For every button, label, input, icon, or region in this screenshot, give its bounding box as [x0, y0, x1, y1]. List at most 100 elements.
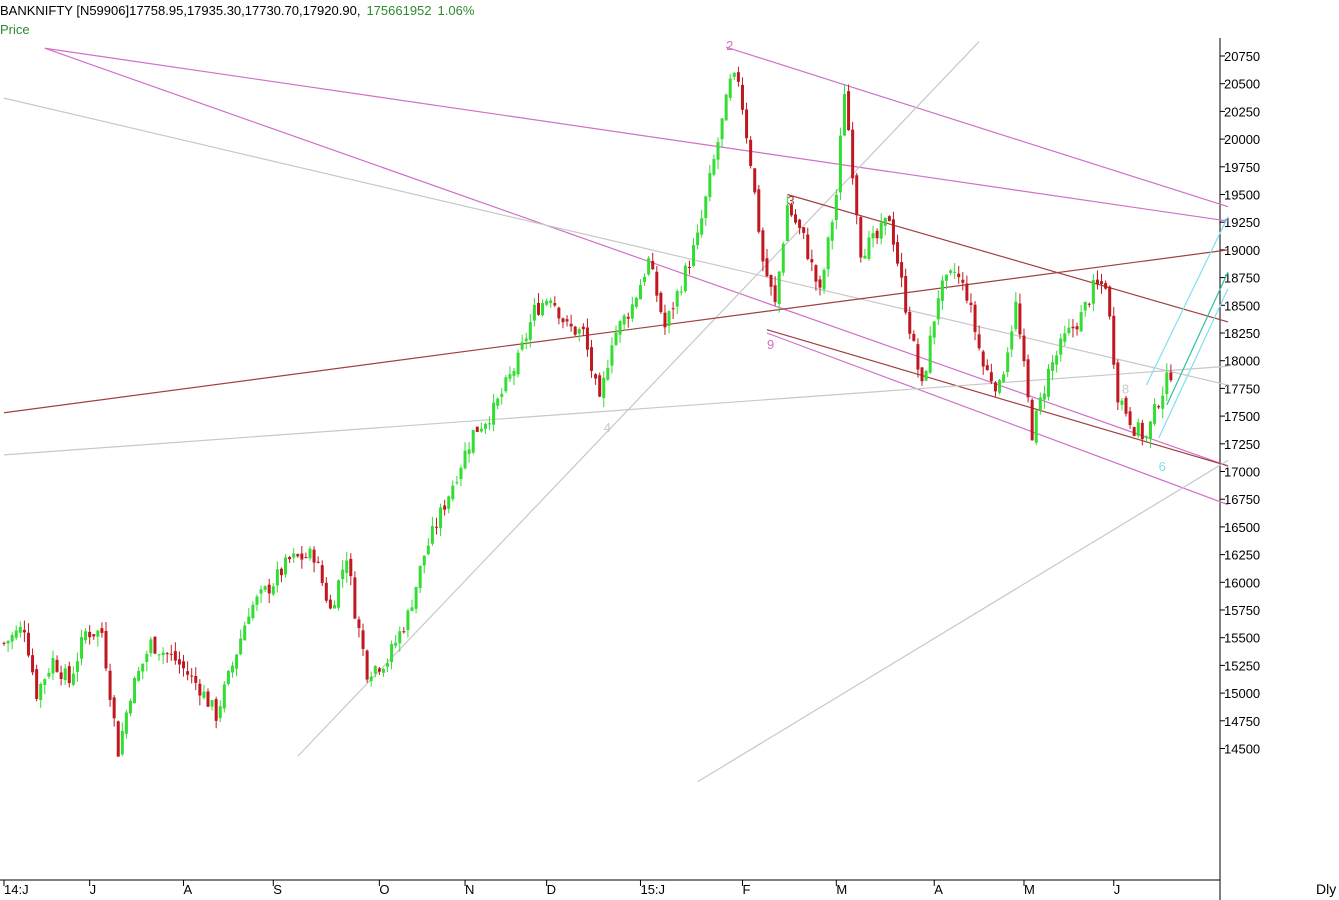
candle-body: [590, 347, 594, 371]
candle-body: [789, 205, 793, 216]
candle-body: [936, 298, 940, 320]
candle-body: [671, 308, 675, 310]
candle-body: [230, 665, 234, 673]
y-tick-label: 20750: [1224, 49, 1260, 64]
candle-body: [536, 302, 540, 315]
candle-body: [296, 554, 300, 557]
candle-body: [341, 569, 345, 580]
candle-body: [1108, 286, 1112, 317]
candle-body: [186, 671, 190, 675]
candle-body: [26, 632, 30, 656]
candle-body: [1128, 411, 1132, 426]
candle-body: [479, 428, 483, 432]
candle-body: [235, 654, 239, 669]
candle-body: [814, 265, 818, 282]
candle-body: [622, 315, 626, 325]
x-tick-label: F: [742, 882, 750, 897]
candle-body: [712, 159, 716, 175]
candle-body: [687, 266, 691, 268]
candle-body: [1010, 331, 1014, 350]
candle-body: [55, 659, 59, 672]
candle-body: [1157, 406, 1161, 408]
x-tick-label: 14:J: [4, 882, 29, 897]
x-tick-label: J: [1114, 882, 1121, 897]
candle-body: [259, 589, 263, 594]
candle-body: [430, 526, 434, 544]
candle-body: [708, 173, 712, 198]
candle-body: [124, 712, 128, 734]
candle-body: [969, 302, 973, 305]
candle-body: [594, 374, 598, 379]
candle-body: [6, 640, 10, 644]
candle-body: [1022, 335, 1026, 362]
candle-body: [724, 94, 728, 121]
candle-body: [944, 274, 948, 281]
candle-body: [157, 654, 161, 656]
candle-body: [190, 675, 194, 677]
candle-body: [830, 222, 834, 241]
candle-body: [100, 628, 104, 633]
candle-body: [455, 482, 459, 484]
candle-body: [957, 273, 961, 278]
candle-body: [1042, 393, 1046, 400]
candle-body: [1079, 312, 1083, 332]
y-tick-label: 18250: [1224, 326, 1260, 341]
candle-body: [541, 303, 545, 316]
pivot-label: 9: [767, 337, 774, 352]
candle-body: [732, 72, 736, 77]
candle-body: [953, 271, 957, 273]
candle-body: [198, 683, 202, 696]
candle-body: [794, 214, 798, 223]
y-tick-label: 19500: [1224, 188, 1260, 203]
candle-body: [222, 684, 226, 709]
candle-body: [842, 94, 846, 136]
candle-body: [626, 316, 630, 319]
candle-body: [39, 683, 43, 701]
candle-body: [1169, 372, 1173, 381]
candle-body: [194, 675, 198, 683]
candle-body: [851, 129, 855, 179]
price-panel-label: Price: [0, 22, 30, 37]
candle-body: [904, 276, 908, 313]
y-tick-label: 15500: [1224, 631, 1260, 646]
candle-body: [165, 653, 169, 655]
y-tick-label: 17750: [1224, 381, 1260, 396]
candle-body: [1132, 427, 1136, 436]
candle-body: [618, 321, 622, 335]
candle-body: [949, 270, 953, 273]
candle-body: [838, 135, 842, 193]
candle-body: [855, 175, 859, 216]
candle-body: [928, 335, 932, 373]
candle-body: [71, 673, 75, 685]
candle-body: [243, 625, 247, 641]
y-tick-label: 20000: [1224, 132, 1260, 147]
candle-body: [10, 635, 14, 642]
candle-body: [1006, 352, 1010, 373]
candle-body: [920, 367, 924, 382]
candle-body: [31, 655, 35, 673]
y-tick-label: 20250: [1224, 104, 1260, 119]
candle-body: [704, 196, 708, 219]
candle-body: [916, 344, 920, 370]
y-tick-label: 18750: [1224, 271, 1260, 286]
candle-body: [18, 626, 22, 633]
candle-body: [386, 663, 390, 667]
candle-body: [1026, 359, 1030, 398]
candle-body: [251, 604, 255, 619]
candle-body: [573, 326, 577, 335]
candle-body: [1136, 422, 1140, 436]
candle-body: [463, 450, 467, 469]
candle-body: [267, 584, 271, 594]
candle-body: [304, 557, 308, 559]
candle-body: [467, 449, 471, 454]
candle-body: [818, 279, 822, 288]
y-tick-label: 14500: [1224, 742, 1260, 757]
candle-body: [524, 338, 528, 342]
pivot-label: 6: [1159, 459, 1166, 474]
candle-body: [740, 84, 744, 110]
symbol-info: BANKNIFTY [N59906]17758.95,17935.30,1773…: [0, 3, 361, 18]
trendline: [44, 47, 1229, 222]
candle-body: [1075, 326, 1079, 330]
candle-body: [651, 260, 655, 270]
candle-body: [149, 639, 153, 654]
